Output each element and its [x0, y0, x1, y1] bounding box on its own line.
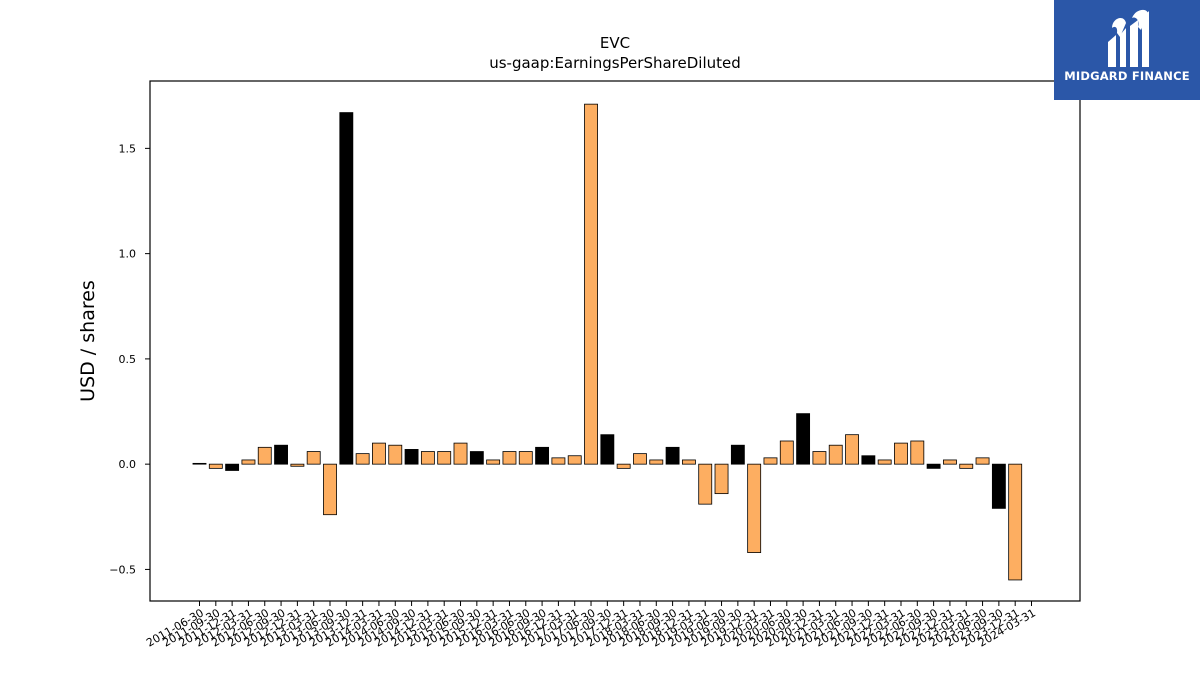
- bar: [714, 463, 729, 495]
- bar: [469, 451, 484, 465]
- bar: [339, 112, 354, 465]
- bar: [257, 446, 272, 465]
- bar: [535, 446, 550, 465]
- bar: [828, 444, 843, 465]
- bar: [812, 451, 827, 465]
- y-axis-label: USD / shares: [77, 280, 99, 402]
- bar: [518, 451, 533, 465]
- bar: [959, 463, 974, 469]
- bar: [225, 463, 240, 471]
- bars-layer: [192, 103, 1023, 581]
- bar: [502, 451, 517, 465]
- bar: [404, 449, 419, 465]
- y-tick-label: 0.5: [119, 353, 137, 366]
- bar: [567, 455, 582, 465]
- bar: [665, 446, 680, 465]
- bar: [616, 463, 631, 469]
- midgard-finance-logo: MIDGARD FINANCE: [1054, 0, 1200, 100]
- bar: [584, 103, 598, 465]
- logo-text: MIDGARD FINANCE: [1064, 69, 1190, 83]
- y-tick-label: −0.5: [109, 563, 136, 576]
- bar: [894, 442, 908, 465]
- bar: [453, 442, 468, 465]
- bar: [730, 444, 745, 465]
- midgard-logo-icon: [1108, 9, 1149, 67]
- bar: [323, 463, 337, 516]
- bar: [991, 463, 1006, 509]
- x-axis: 2011-06-302011-09-302011-12-312012-03-31…: [144, 601, 1038, 650]
- chart-title: EVC: [600, 34, 630, 52]
- bar: [796, 413, 811, 465]
- bar: [910, 440, 925, 465]
- bar: [208, 463, 223, 469]
- bar: [877, 459, 892, 465]
- bar: [649, 459, 664, 465]
- bar: [681, 459, 696, 465]
- bar: [192, 462, 207, 465]
- bar: [779, 440, 794, 465]
- bar: [306, 451, 321, 465]
- bar: [388, 444, 403, 465]
- y-tick-label: 1.0: [119, 248, 137, 261]
- bar: [437, 451, 452, 465]
- y-tick-label: 0.0: [119, 458, 137, 471]
- bar: [241, 459, 256, 465]
- bar: [943, 459, 957, 465]
- bar: [845, 434, 859, 465]
- bar: [600, 434, 615, 465]
- bar: [747, 463, 762, 553]
- bar: [290, 463, 305, 467]
- bar: [926, 463, 941, 469]
- bar: [355, 453, 370, 465]
- bar: [486, 459, 501, 465]
- y-tick-label: 1.5: [119, 142, 137, 155]
- bar: [633, 453, 647, 465]
- bar: [763, 457, 778, 465]
- y-axis: −0.5 0.0 0.5 1.0 1.5: [109, 142, 150, 576]
- bar: [1008, 463, 1023, 581]
- bar: [551, 457, 566, 465]
- bar: [861, 455, 876, 465]
- bar: [274, 444, 288, 465]
- bar: [372, 442, 386, 465]
- bar: [420, 451, 435, 465]
- bar: [698, 463, 713, 505]
- chart-subtitle: us-gaap:EarningsPerShareDiluted: [489, 54, 741, 72]
- bar: [975, 457, 990, 465]
- plot-frame: [149, 80, 1081, 602]
